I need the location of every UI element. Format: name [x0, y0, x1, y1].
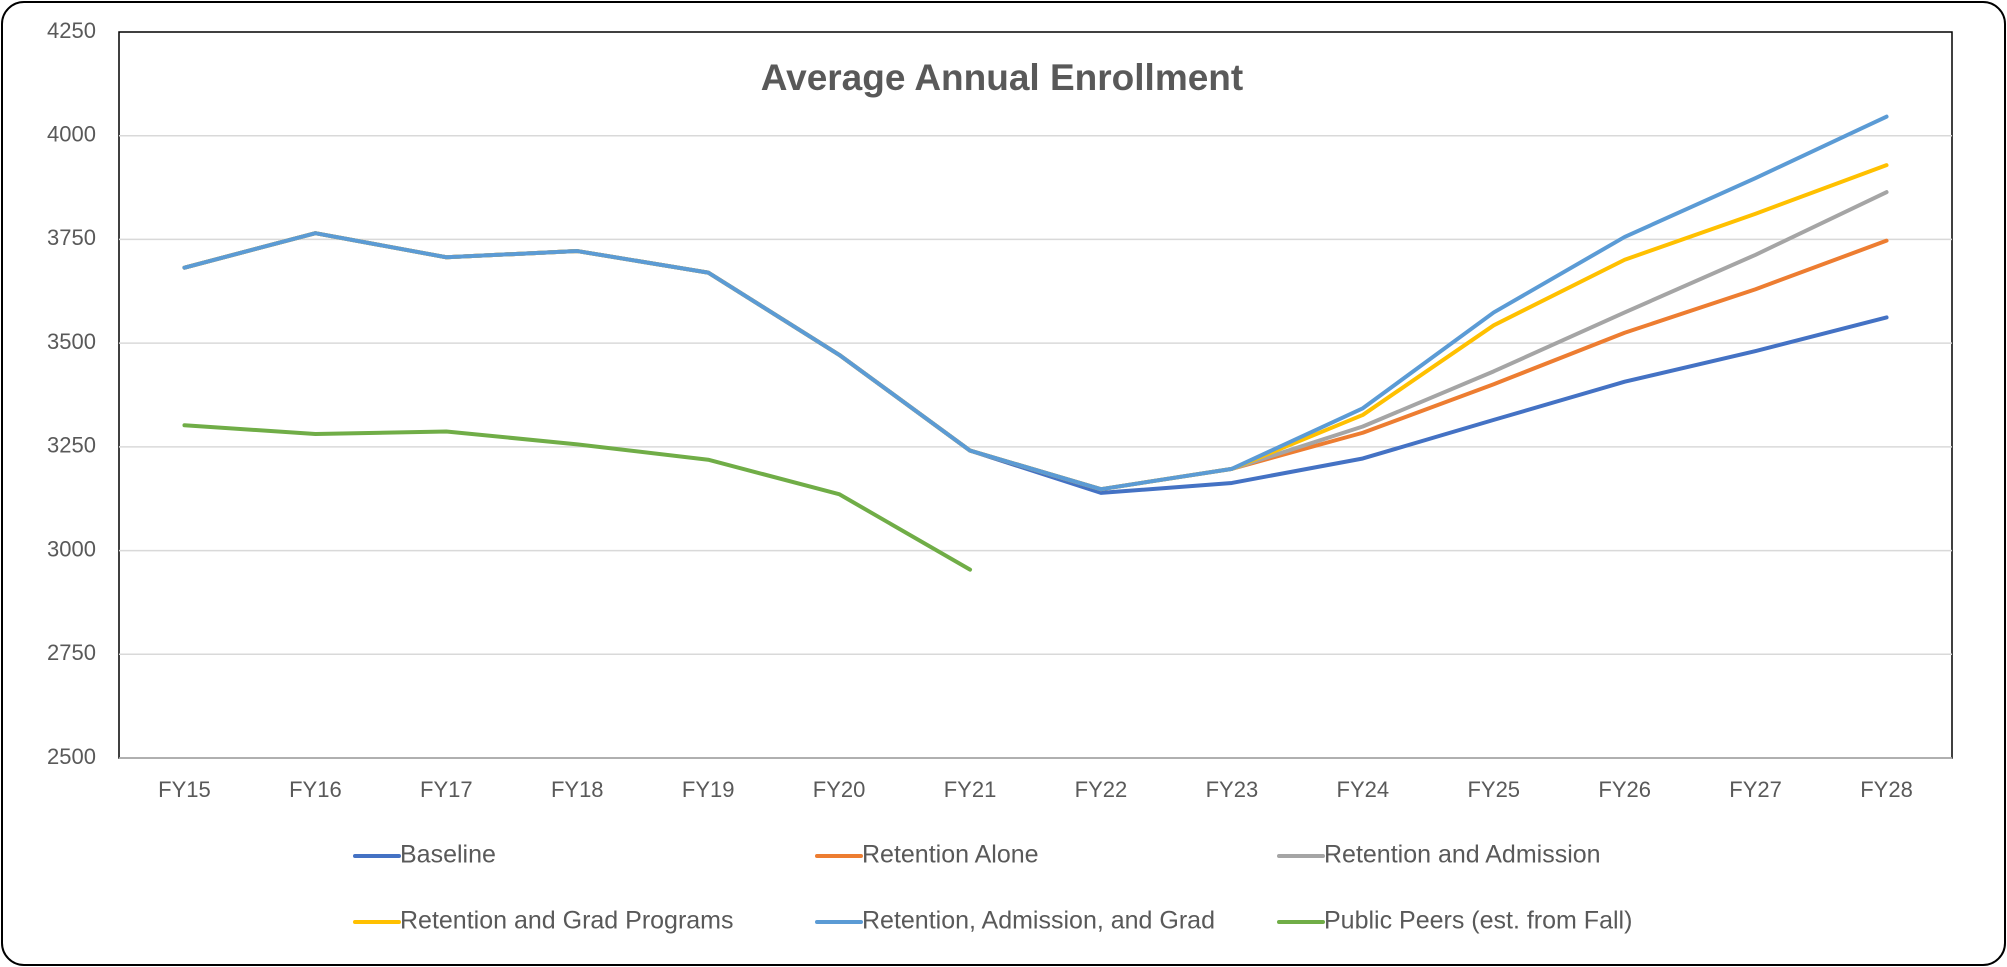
- y-tick-label: 3500: [47, 329, 96, 354]
- x-tick-label: FY21: [944, 777, 997, 802]
- y-tick-label: 4250: [47, 18, 96, 43]
- x-tick-label: FY22: [1075, 777, 1128, 802]
- x-tick-label: FY15: [158, 777, 211, 802]
- x-tick-label: FY27: [1729, 777, 1782, 802]
- legend-label: Public Peers (est. from Fall): [1324, 907, 1632, 935]
- legend-label: Retention and Grad Programs: [400, 907, 734, 935]
- legend-label: Retention, Admission, and Grad: [862, 907, 1215, 935]
- y-tick-label: 3000: [47, 536, 96, 561]
- legend-label: Retention Alone: [862, 841, 1039, 869]
- x-tick-label: FY26: [1598, 777, 1651, 802]
- x-tick-label: FY16: [289, 777, 342, 802]
- legend-label: Retention and Admission: [1324, 841, 1601, 869]
- y-tick-label: 4000: [47, 122, 96, 147]
- x-tick-label: FY19: [682, 777, 735, 802]
- y-tick-label: 2500: [47, 744, 96, 769]
- legend-label: Baseline: [400, 841, 496, 869]
- x-tick-label: FY17: [420, 777, 473, 802]
- x-tick-label: FY25: [1467, 777, 1520, 802]
- series-line: [182, 423, 973, 572]
- y-tick-label: 3750: [47, 225, 96, 250]
- y-tick-label: 3250: [47, 433, 96, 458]
- y-tick-label: 2750: [47, 640, 96, 665]
- series-line: [182, 114, 1889, 492]
- x-tick-label: FY28: [1860, 777, 1913, 802]
- x-tick-label: FY20: [813, 777, 866, 802]
- chart-title: Average Annual Enrollment: [761, 57, 1243, 98]
- x-tick-label: FY18: [551, 777, 604, 802]
- x-tick-label: FY24: [1337, 777, 1390, 802]
- x-tick-label: FY23: [1206, 777, 1259, 802]
